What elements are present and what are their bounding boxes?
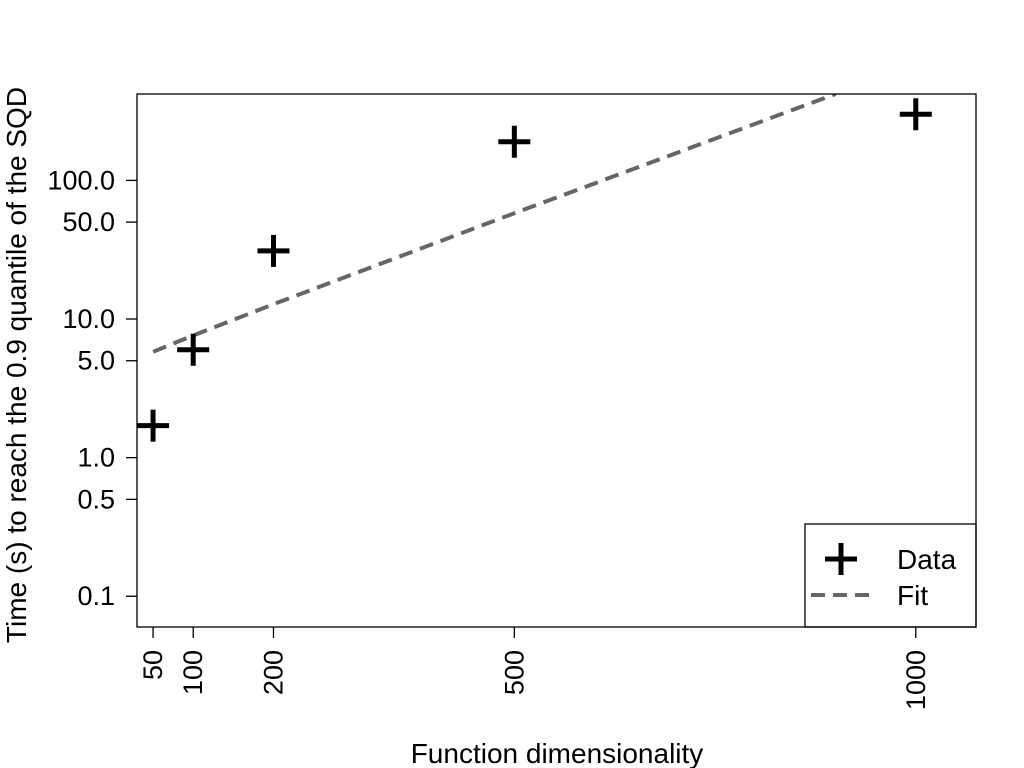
- plot-area: [137, 94, 932, 442]
- y-tick-label: 50.0: [62, 207, 115, 237]
- legend-label: Data: [897, 544, 957, 575]
- y-tick-label: 0.1: [77, 581, 115, 611]
- data-point: [899, 98, 932, 131]
- x-tick-label: 500: [499, 650, 529, 695]
- data-point: [177, 333, 210, 366]
- x-tick-label: 100: [178, 650, 208, 695]
- y-tick-label: 5.0: [77, 346, 115, 376]
- x-tick-label: 1000: [901, 650, 931, 710]
- y-tick-label: 0.5: [77, 484, 115, 514]
- legend: Data Fit: [804, 523, 977, 628]
- data-point: [257, 234, 290, 267]
- y-axis-title: Time (s) to reach the 0.9 quantile of th…: [1, 87, 32, 643]
- fit-line: [152, 94, 837, 354]
- legend-label: Fit: [897, 580, 928, 611]
- x-axis-title: Function dimensionality: [411, 738, 704, 768]
- legend-box: [804, 523, 977, 628]
- x-tick-label: 50: [138, 650, 168, 680]
- legend-marker-data: [825, 543, 857, 575]
- axes: 50 100 200 500 1000 0.1 0.5 1.0 5.0 10.0 50.0 100.0: [47, 93, 977, 710]
- data-point: [498, 125, 531, 158]
- y-tick-label: 1.0: [77, 443, 115, 473]
- y-tick-label: 100.0: [47, 165, 115, 195]
- data-point: [137, 409, 170, 442]
- series-group: [152, 94, 837, 354]
- x-tick-label: 200: [258, 650, 288, 695]
- y-tick-label: 10.0: [62, 304, 115, 334]
